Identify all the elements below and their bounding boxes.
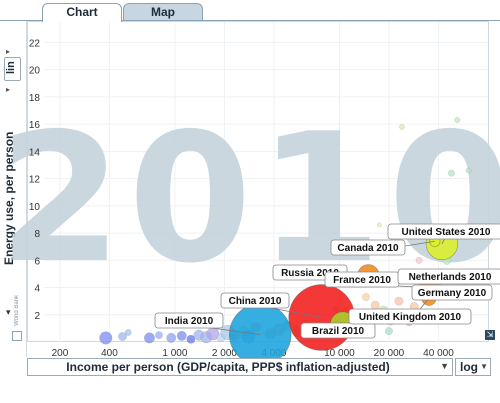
country-bubble: [448, 169, 455, 177]
country-bubble: [399, 123, 405, 130]
country-bubble: [166, 332, 177, 343]
country-bubble: [99, 331, 113, 345]
x-tick-label: 200: [52, 348, 69, 359]
x-scale-dropdown-icon[interactable]: ▼: [480, 362, 488, 371]
country-bubble: [465, 167, 472, 174]
country-bubble: [415, 256, 423, 264]
y-tick-label: 16: [29, 120, 41, 131]
bubble-label-box: [300, 322, 376, 339]
country-bubble: [176, 330, 187, 341]
bubble-label-text: France 2010: [333, 275, 391, 286]
tab-chart[interactable]: Chart: [42, 3, 122, 22]
country-bubble: [454, 117, 461, 123]
y-tick-label: 20: [29, 66, 41, 77]
bubble-label-box: [154, 312, 224, 329]
y-tick-label: 8: [34, 229, 40, 240]
bubble-label-text: China 2010: [229, 296, 282, 307]
bubble-label-text: Brazil 2010: [312, 326, 365, 337]
bubble-label-box: [330, 239, 406, 256]
table-view-icon[interactable]: [12, 331, 22, 341]
country-bubble: [394, 296, 404, 306]
bubble-label-text: United Kingdom 2010: [359, 312, 462, 323]
y-scale-expand-icon[interactable]: ▸: [6, 47, 11, 56]
x-scale-label: log: [460, 360, 478, 374]
country-bubble: [370, 300, 380, 310]
bubble-label-text: Canada 2010: [337, 243, 399, 254]
country-bubble: [385, 327, 393, 336]
bubble-label-box: [397, 268, 500, 285]
bubble-label-text: India 2010: [165, 316, 214, 327]
x-tick-label: 2 000: [212, 348, 237, 359]
country-bubble: [143, 332, 155, 344]
x-tick-label: 20 000: [374, 348, 405, 359]
y-scale-selector[interactable]: [4, 57, 21, 81]
bubble-label-box: [387, 223, 500, 240]
x-scale-selector[interactable]: log ▼: [455, 358, 491, 376]
bubble-label-box: [220, 292, 290, 309]
bubble-label-text: Netherlands 2010: [409, 272, 492, 283]
y-axis-panel: ▸ lin ▸ Energy use, per person ▾: [0, 21, 27, 357]
year-watermark: 2010: [0, 95, 500, 302]
y-indicator-expand-icon[interactable]: ▸: [6, 85, 11, 94]
y-axis-dropdown-icon[interactable]: ▾: [6, 307, 11, 317]
country-bubble: [118, 332, 127, 342]
x-tick-label: 1 000: [162, 348, 187, 359]
x-axis-dropdown-icon[interactable]: ▼: [440, 361, 449, 371]
country-bubble: [124, 329, 132, 336]
y-tick-label: 14: [29, 147, 41, 158]
x-tick-label: 400: [101, 348, 118, 359]
x-axis-label[interactable]: Income per person (GDP/capita, PPP$ infl…: [66, 360, 390, 374]
tab-map[interactable]: Map: [123, 3, 203, 20]
fullscreen-icon[interactable]: ⇲: [485, 330, 495, 340]
x-axis-selector[interactable]: Income per person (GDP/capita, PPP$ infl…: [27, 358, 453, 376]
country-bubble: [155, 331, 163, 340]
tab-bar: Chart Map: [0, 0, 500, 22]
x-tick-label: 40 000: [423, 348, 454, 359]
country-bubble: [186, 334, 196, 344]
bubble-label-box: [411, 284, 493, 301]
y-tick-label: 18: [29, 93, 41, 104]
y-tick-label: 4: [34, 284, 40, 295]
country-bubble: [362, 293, 370, 301]
x-tick-label: 10 000: [324, 348, 355, 359]
bubble-label-text: United States 2010: [402, 227, 491, 238]
y-tick-label: 6: [34, 256, 40, 267]
y-tick-label: 22: [29, 38, 41, 49]
y-tick-label: 2: [34, 311, 40, 322]
country-bubble: [377, 222, 382, 228]
bubble-label-box: [348, 308, 472, 325]
source-watermark: World Bank: [14, 295, 20, 326]
bubble-label-text: Russia 2010: [281, 268, 339, 279]
y-tick-label: 12: [29, 175, 41, 186]
y-tick-label: 10: [29, 202, 41, 213]
bubble-label-text: Germany 2010: [418, 288, 487, 299]
